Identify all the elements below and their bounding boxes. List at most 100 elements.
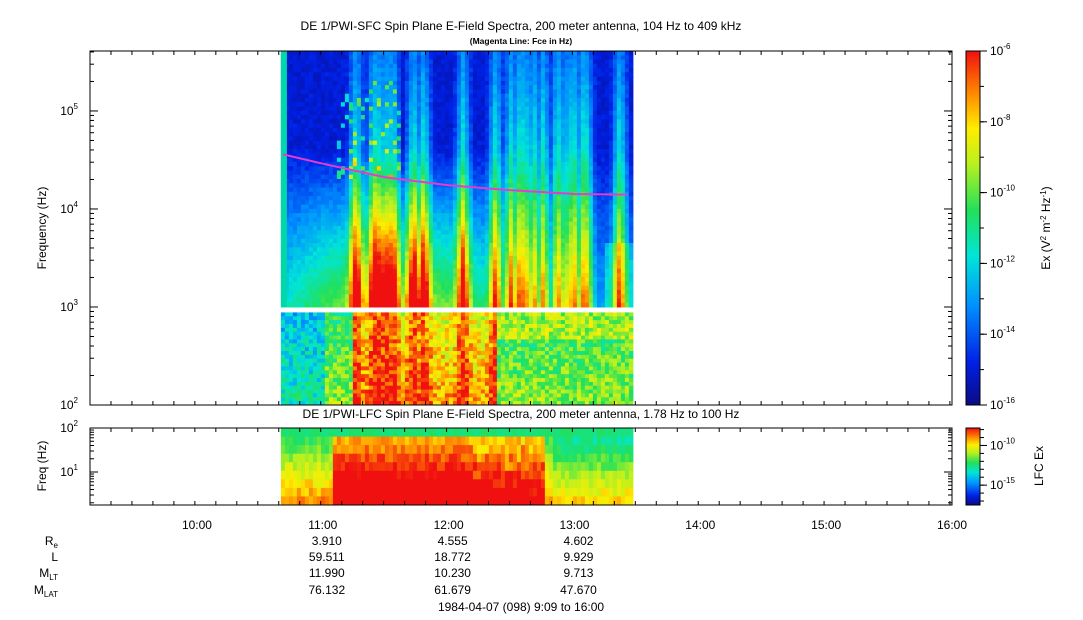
- sfc-cell: [364, 89, 370, 95]
- sfc-cell: [364, 339, 370, 344]
- sfc-cell: [312, 230, 318, 235]
- sfc-cell: [308, 191, 314, 197]
- sfc-cell: [304, 331, 310, 337]
- sfc-cell: [456, 187, 462, 193]
- sfc-cell: [408, 358, 414, 364]
- sfc-cell: [356, 89, 362, 95]
- sfc-cell: [476, 320, 482, 325]
- sfc-cell: [300, 110, 306, 116]
- sfc-cell: [380, 393, 386, 398]
- sfc-cell: [360, 294, 366, 299]
- sfc-cell: [444, 358, 450, 364]
- sfc-cell: [356, 378, 362, 383]
- sfc-cell: [512, 255, 518, 261]
- sfc-cell: [496, 255, 502, 261]
- sfc-cell: [432, 196, 438, 201]
- sfc-cell: [384, 358, 390, 364]
- sfc-cell: [496, 157, 502, 163]
- sfc-cell: [440, 358, 446, 364]
- sfc-cell: [332, 238, 338, 244]
- sfc-cell: [472, 115, 478, 120]
- sfc-cell: [496, 272, 502, 278]
- sfc-cell: [492, 264, 498, 270]
- sfc-cell: [440, 264, 446, 270]
- sfc-cell: [280, 331, 286, 337]
- sfc-cell: [500, 221, 506, 227]
- sfc-cell: [284, 59, 290, 65]
- sfc-cell: [324, 102, 330, 107]
- sfc-cell: [280, 401, 286, 405]
- sfc-cell: [512, 132, 518, 137]
- sfc-cell: [344, 268, 350, 274]
- sfc-cell: [304, 187, 310, 193]
- sfc-cell: [308, 204, 314, 210]
- sfc-cell: [456, 149, 462, 154]
- sfc-cell: [288, 397, 294, 402]
- sfc-cell: [492, 230, 498, 235]
- sfc-cell: [344, 157, 350, 163]
- sfc-cell: [380, 238, 386, 244]
- sfc-cell: [500, 72, 506, 78]
- sfc-cell: [508, 144, 514, 150]
- sfc-cell: [460, 140, 466, 146]
- sfc-cell: [500, 183, 506, 189]
- sfc-cell: [436, 294, 442, 299]
- sfc-cell: [504, 251, 510, 257]
- sfc-cell: [360, 243, 366, 248]
- sfc-cell: [472, 166, 478, 171]
- sfc-cell: [380, 378, 386, 383]
- sfc-cell: [488, 327, 494, 333]
- sfc-cell: [492, 153, 498, 159]
- sfc-cell: [488, 153, 494, 159]
- sfc-cell: [408, 213, 414, 218]
- sfc-cell: [480, 170, 486, 176]
- sfc-cell: [336, 144, 342, 150]
- sfc-cell: [456, 374, 462, 379]
- sfc-cell: [400, 106, 406, 112]
- sfc-cell: [436, 234, 442, 240]
- sfc-cell: [356, 234, 362, 240]
- sfc-cell: [508, 264, 514, 270]
- sfc-cell: [332, 187, 338, 193]
- sfc-cell: [516, 55, 522, 61]
- sfc-cell: [488, 157, 494, 163]
- sfc-cell: [356, 255, 362, 261]
- sfc-cell: [452, 370, 458, 375]
- sfc-cell: [372, 144, 378, 150]
- sfc-cell: [444, 401, 450, 405]
- sfc-cell: [440, 102, 446, 107]
- sfc-cell: [348, 331, 354, 337]
- sfc-cell: [312, 335, 318, 340]
- sfc-cell: [492, 225, 498, 231]
- sfc-cell: [472, 277, 478, 282]
- sfc-cell: [468, 55, 474, 61]
- sfc-cell: [376, 80, 382, 86]
- sfc-cell: [480, 208, 486, 214]
- sfc-cell: [512, 136, 518, 142]
- sfc-cell: [292, 312, 298, 317]
- sfc-cell: [296, 324, 302, 329]
- sfc-cell: [392, 260, 398, 265]
- sfc-cell: [416, 76, 422, 82]
- sfc-cell: [300, 204, 306, 210]
- sfc-cell: [464, 217, 470, 223]
- sfc-cell: [308, 294, 314, 299]
- sfc-cell: [420, 200, 426, 206]
- sfc-cell: [380, 127, 386, 133]
- sfc-cell: [368, 119, 374, 125]
- sfc-cell: [332, 80, 338, 86]
- sfc-cell: [336, 234, 342, 240]
- sfc-cell: [480, 97, 486, 103]
- sfc-cell: [360, 374, 366, 379]
- sfc-cell: [396, 302, 402, 308]
- sfc-cell: [460, 51, 466, 56]
- sfc-cell: [468, 327, 474, 333]
- sfc-cell: [492, 358, 498, 364]
- sfc-cell: [384, 374, 390, 379]
- sfc-cell: [372, 191, 378, 197]
- sfc-cell: [480, 115, 486, 120]
- sfc-cell: [380, 102, 386, 107]
- sfc-cell: [308, 401, 314, 405]
- sfc-cell: [372, 161, 378, 167]
- sfc-cell: [320, 217, 326, 223]
